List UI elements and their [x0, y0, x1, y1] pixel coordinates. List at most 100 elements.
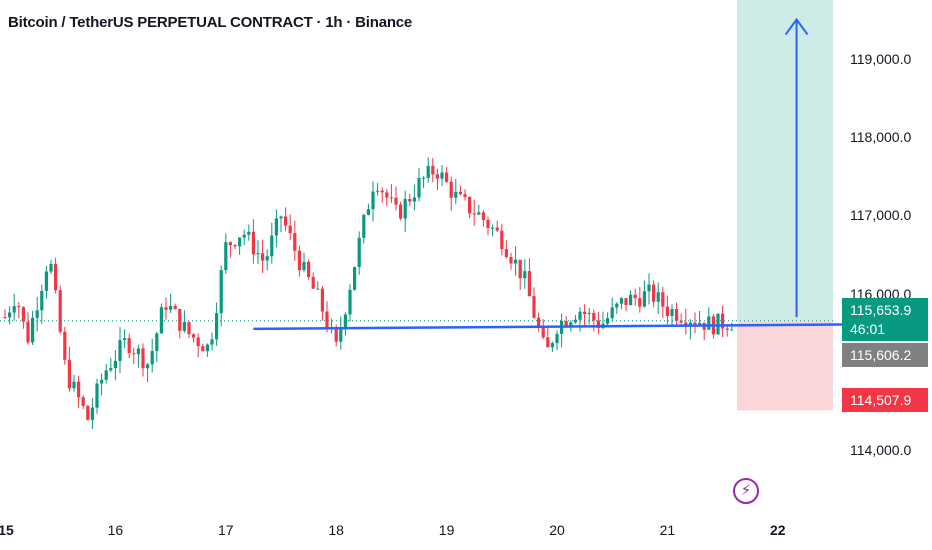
candle-down: [431, 165, 435, 175]
time-tick-label: 17: [218, 522, 234, 538]
candle-down: [77, 381, 81, 398]
current-price-tag: 115,653.9 46:01: [842, 298, 928, 341]
candle-up: [113, 360, 117, 369]
candle-down: [532, 296, 536, 318]
time-tick-label: 22: [770, 522, 786, 538]
candle-up: [353, 267, 357, 290]
candle-down: [518, 259, 522, 279]
candle-up: [35, 310, 39, 318]
candle-up: [49, 264, 53, 272]
time-tick-label: 18: [328, 522, 344, 538]
candle-down: [67, 359, 71, 389]
candle-down: [665, 306, 669, 316]
candle-up: [242, 234, 246, 238]
candle-down: [394, 197, 398, 205]
candle-up: [40, 290, 44, 311]
candle-up: [440, 172, 444, 179]
candle-down: [325, 311, 329, 328]
candle-up: [343, 314, 347, 329]
time-tick-label: 15: [0, 522, 14, 538]
candle-down: [132, 353, 136, 355]
candle-up: [454, 191, 458, 198]
candle-up: [123, 338, 127, 341]
candle-up: [629, 294, 633, 306]
candle-up: [514, 259, 518, 264]
candle-down: [334, 327, 338, 342]
candle-up: [362, 214, 366, 238]
candle-up: [707, 316, 711, 330]
candle-down: [127, 338, 131, 354]
candle-down: [564, 320, 568, 327]
stop-loss-price-tag: 114,507.9: [842, 388, 928, 412]
candle-up: [210, 339, 214, 345]
time-tick-label: 21: [659, 522, 676, 538]
candle-down: [293, 233, 297, 251]
candle-up: [219, 270, 223, 314]
stop-zone: [736, 320, 833, 411]
candle-down: [173, 305, 177, 310]
candle-down: [481, 212, 485, 220]
candle-up: [730, 329, 734, 331]
candle-up: [587, 312, 591, 314]
candle-down: [228, 242, 232, 246]
candle-up: [159, 307, 163, 334]
support-line: [253, 323, 856, 331]
candle-down: [297, 250, 301, 271]
candle-down: [196, 337, 200, 347]
candle-up: [371, 191, 375, 210]
candle-down: [449, 181, 453, 198]
candle-up: [339, 328, 343, 342]
candle-up: [8, 312, 12, 318]
candle-up: [619, 298, 623, 304]
candle-up: [118, 340, 122, 361]
horizontal-line-price-tag: 115,606.2: [842, 343, 928, 367]
candle-up: [615, 303, 619, 308]
candle-up: [647, 284, 651, 292]
candle-down: [54, 264, 58, 291]
candle-up: [169, 305, 173, 310]
candle-down: [583, 311, 587, 314]
candle-down: [679, 320, 683, 323]
candle-up: [573, 319, 577, 323]
candle-up: [265, 256, 269, 261]
candle-up: [477, 212, 481, 215]
candle-down: [311, 276, 315, 289]
candle-up: [12, 306, 16, 313]
candle-up: [376, 190, 380, 192]
candle-up: [215, 313, 219, 340]
candle-down: [445, 172, 449, 182]
candle-up: [670, 309, 674, 316]
candle-down: [201, 346, 205, 352]
candle-down: [596, 320, 600, 328]
candle-down: [458, 191, 462, 195]
candle-down: [638, 298, 642, 307]
chart-title: Bitcoin / TetherUS PERPETUAL CONTRACT · …: [8, 14, 413, 31]
candle-down: [26, 321, 30, 343]
candle-down: [63, 331, 67, 360]
lightning-icon[interactable]: ⚡: [733, 478, 759, 504]
candle-up: [155, 333, 159, 352]
target-arrow-head: [784, 17, 809, 36]
candle-down: [541, 327, 545, 338]
candle-up: [146, 364, 150, 369]
candle-up: [256, 253, 260, 255]
time-tick-label: 20: [549, 522, 565, 538]
candle-up: [274, 218, 278, 236]
candle-up: [550, 343, 554, 348]
candle-up: [578, 311, 582, 320]
candle-up: [417, 178, 421, 198]
candle-down: [675, 309, 679, 321]
candle-up: [104, 370, 108, 380]
candle-up: [238, 237, 242, 247]
candle-down: [178, 309, 182, 331]
candle-up: [136, 348, 140, 355]
candle-up: [270, 235, 274, 257]
candle-down: [652, 284, 656, 302]
candle-down: [592, 312, 596, 321]
candle-up: [403, 199, 407, 219]
candle-down: [399, 204, 403, 219]
candle-down: [500, 230, 504, 249]
candle-up: [90, 407, 94, 420]
